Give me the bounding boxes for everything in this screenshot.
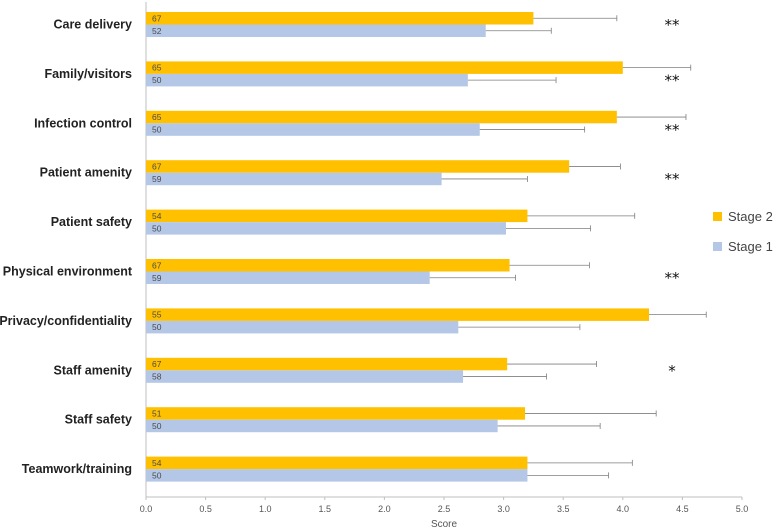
data-label: 50 [152,223,162,233]
x-tick-label: 2.5 [438,504,451,514]
category-label: Patient safety [51,215,132,229]
bar [146,61,623,74]
data-label: 50 [152,421,162,431]
legend-label: Stage 2 [728,209,773,224]
x-tick-label: 2.0 [378,504,391,514]
bar [146,160,570,173]
bar [146,12,534,25]
significance-marker: * [668,362,676,380]
category-label: Staff safety [65,413,132,427]
bar [146,357,508,371]
data-label: 52 [152,26,162,36]
category-label: Staff amenity [54,363,133,377]
data-label: 54 [152,458,162,468]
bar [146,123,480,136]
bar [146,259,510,272]
data-label: 67 [152,13,162,23]
data-label: 50 [152,75,162,85]
significance-marker: ** [665,16,681,34]
data-label: 67 [152,359,162,369]
x-tick-label: 5.0 [736,504,749,514]
bar [146,73,468,87]
x-tick-label: 0.5 [199,504,212,514]
category-label: Teamwork/training [22,462,132,476]
legend-swatch [713,242,722,251]
significance-marker: ** [665,170,681,188]
x-tick-label: 4.5 [676,504,689,514]
category-label: Physical environment [3,265,133,279]
bar [146,209,528,223]
category-label: Privacy/confidentiality [0,314,132,328]
bar [146,407,526,420]
plot-area: 0.0 0.5 1.0 1.5 2.0 2.5 3.0 3.5 4.0 4.5 5.0 Care de… [0,2,748,514]
bar [146,320,459,334]
legend: Stage 2 Stage 1 [713,209,773,254]
data-label: 65 [152,63,162,73]
significance-marker: ** [665,121,681,139]
x-tick-label: 0.0 [140,504,153,514]
data-label: 59 [152,273,162,283]
x-axis-title: Score [431,519,458,530]
category-label: Care delivery [53,18,132,32]
data-label: 59 [152,174,162,184]
data-label: 50 [152,470,162,480]
data-label: 54 [152,211,162,221]
bar [146,172,442,186]
data-label: 67 [152,260,162,270]
bar [146,222,506,235]
x-tick-label: 3.0 [497,504,510,514]
bar [146,469,528,482]
data-label: 50 [152,322,162,332]
legend-label: Stage 1 [728,239,773,254]
bar [146,419,498,433]
bar [146,308,650,321]
data-label: 58 [152,372,162,382]
bar [146,24,486,37]
x-tick-label: 1.0 [259,504,272,514]
bar [146,271,430,284]
data-label: 50 [152,125,162,135]
x-tick-label: 3.5 [557,504,570,514]
significance-marker: ** [665,71,681,89]
category-label: Family/visitors [44,67,132,81]
bar [146,370,464,383]
data-label: 65 [152,112,162,122]
bar [146,110,617,124]
significance-marker: ** [665,269,681,287]
x-tick-label: 1.5 [319,504,332,514]
data-label: 55 [152,310,162,320]
legend-swatch [713,212,722,221]
category-label: Infection control [34,116,132,130]
bar [146,456,528,470]
data-label: 67 [152,161,162,171]
data-label: 51 [152,408,162,418]
category-label: Patient amenity [40,166,132,180]
x-tick-label: 4.0 [617,504,630,514]
